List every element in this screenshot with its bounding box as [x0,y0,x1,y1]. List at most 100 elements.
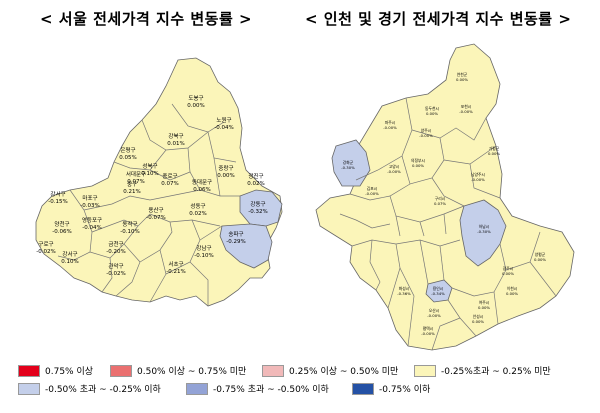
region-name: 김포시 [367,186,377,191]
region-name: 안성시 [473,314,483,319]
legend-item: 0.75% 이상 [18,364,93,377]
gyeonggi-region-label: 하남시-0.30% [477,224,491,234]
legend-swatch [18,364,40,377]
region-name: 광주시 [503,266,513,271]
legend-swatch [262,364,284,377]
region-name: 용인시 [433,286,443,291]
region-name: 강북구 [168,133,183,140]
gyeonggi-region-label: 오산시-0.00% [427,308,441,318]
gyeonggi-hanam [459,199,507,267]
legend-label: -0.25%초과 ~ 0.25% 미만 [441,367,551,377]
region-value: -0.02% [36,249,55,255]
region-value: -0.00% [427,313,441,318]
legend-swatch [110,364,132,377]
region-name: 양천구 [54,220,69,228]
legend-item: 0.25% 이상 ~ 0.50% 미만 [262,364,398,377]
legend-item: -0.75% 이하 [352,382,430,395]
region-name: 용산구 [148,206,163,214]
legend-label: 0.50% 이상 ~ 0.75% 미만 [137,367,247,377]
region-value: -0.07% [146,215,165,221]
region-value: 0.10% [141,171,158,177]
region-name: 여주시 [479,300,489,305]
region-value: -0.29% [226,239,245,245]
region-value: -0.10% [194,253,213,259]
region-name: 동대문구 [192,178,212,186]
seoul-district-label: 중구0.21% [123,181,140,195]
region-name: 광진구 [248,172,263,180]
gyeonggi-region-label: 파주시-0.00% [383,120,397,130]
region-value: -0.04% [82,225,101,231]
gyeonggi-region-label: 포천시-0.00% [459,104,473,114]
region-name: 성북구 [142,162,157,170]
seoul-songpa [219,223,273,269]
legend: 0.75% 이상 0.50% 이상 ~ 0.75% 미만 0.25% 이상 ~ … [18,364,588,400]
region-value: -0.15% [48,199,67,205]
region-name: 은평구 [120,147,135,154]
region-value: -0.00% [365,191,379,196]
region-name: 송파구 [228,230,243,238]
gyeonggi-region-label: 고양시-0.00% [387,164,401,174]
seoul-district-label: 마포구-0.03% [80,194,99,209]
region-value: 0.10% [61,259,78,265]
seoul-outline [35,57,283,307]
region-value: -0.02% [106,271,125,277]
seoul-gangdong [239,189,283,227]
region-name: 이천시 [507,286,517,291]
gyeonggi-region-label: 용인시-0.34% [431,286,445,296]
region-value: 0.00% [217,173,234,179]
region-value: 0.00% [412,163,424,168]
region-value: 0.21% [123,189,140,195]
seoul-district-label: 금천구-0.20% [106,240,125,255]
region-value: 0.02% [247,181,264,187]
gyeonggi-region-label: 김포시-0.00% [365,186,379,196]
gyeonggi-region-label: 평택시-0.00% [421,326,435,336]
region-name: 금천구 [108,240,123,248]
seoul-district-label: 강남구-0.10% [194,244,213,259]
region-name: 남양주시 [471,172,485,177]
region-name: 동작구 [122,221,137,228]
region-value: -0.00% [459,109,473,114]
region-name: 동두천시 [425,106,439,111]
region-value: -0.00% [421,331,435,336]
legend-label: -0.75% 이하 [379,385,431,395]
seoul-district-label: 동작구-0.10% [120,221,139,235]
region-value: 0.00% [488,151,500,156]
region-name: 하남시 [479,224,489,229]
region-name: 성동구 [190,202,205,210]
legend-label: -0.75% 초과 ~ -0.50% 이하 [213,385,329,395]
gyeonggi-region-label: 화성시-0.36% [397,286,411,296]
legend-label: -0.50% 초과 ~ -0.25% 이하 [45,385,161,395]
region-name: 중랑구 [218,165,233,172]
region-name: 종로구 [162,173,177,180]
region-name: 서대문구 [126,170,146,178]
region-name: 서초구 [168,260,183,268]
region-name: 구리시 [435,196,445,201]
legend-swatch [352,382,374,395]
legend-item: -0.75% 초과 ~ -0.50% 이하 [186,382,329,395]
region-value: 0.00% [506,291,518,296]
region-name: 강남구 [196,244,211,252]
legend-item: -0.50% 초과 ~ -0.25% 이하 [18,382,161,395]
region-value: 0.02% [189,211,206,217]
region-name: 구로구 [38,241,53,248]
region-value: 0.07% [161,181,178,187]
seoul-district-label: 관악구-0.02% [106,262,125,277]
legend-item: 0.50% 이상 ~ 0.75% 미만 [110,364,246,377]
region-name: 포천시 [461,104,471,109]
gyeonggi-region-label: 양주시-0.00% [419,128,433,138]
